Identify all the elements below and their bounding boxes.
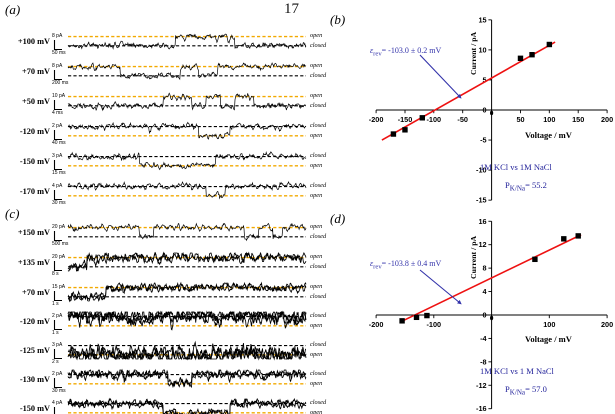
svg-text:10: 10: [478, 45, 486, 54]
svg-text:15: 15: [478, 15, 486, 24]
svg-text:200: 200: [601, 320, 613, 329]
svg-text:100: 100: [543, 115, 555, 124]
svg-text:-5: -5: [480, 136, 487, 145]
svg-text:-12: -12: [476, 381, 487, 390]
svg-text:150: 150: [572, 115, 584, 124]
svg-text:16: 16: [478, 217, 486, 226]
svg-text:-150: -150: [398, 115, 413, 124]
svg-text:12: 12: [478, 240, 486, 249]
svg-text:-4: -4: [480, 334, 487, 343]
svg-text:-8: -8: [480, 357, 487, 366]
svg-text:8: 8: [483, 264, 487, 273]
svg-text:-50: -50: [457, 115, 468, 124]
svg-text:50: 50: [516, 115, 524, 124]
svg-text:-100: -100: [426, 115, 441, 124]
svg-text:100: 100: [543, 320, 555, 329]
svg-text:0: 0: [483, 310, 487, 319]
svg-text:-200: -200: [369, 320, 384, 329]
svg-text:4: 4: [483, 287, 488, 296]
svg-text:200: 200: [601, 115, 613, 124]
svg-text:-100: -100: [426, 320, 441, 329]
svg-text:0: 0: [483, 106, 487, 115]
svg-text:-200: -200: [369, 115, 384, 124]
svg-text:-15: -15: [476, 196, 487, 205]
svg-text:-16: -16: [476, 404, 487, 413]
